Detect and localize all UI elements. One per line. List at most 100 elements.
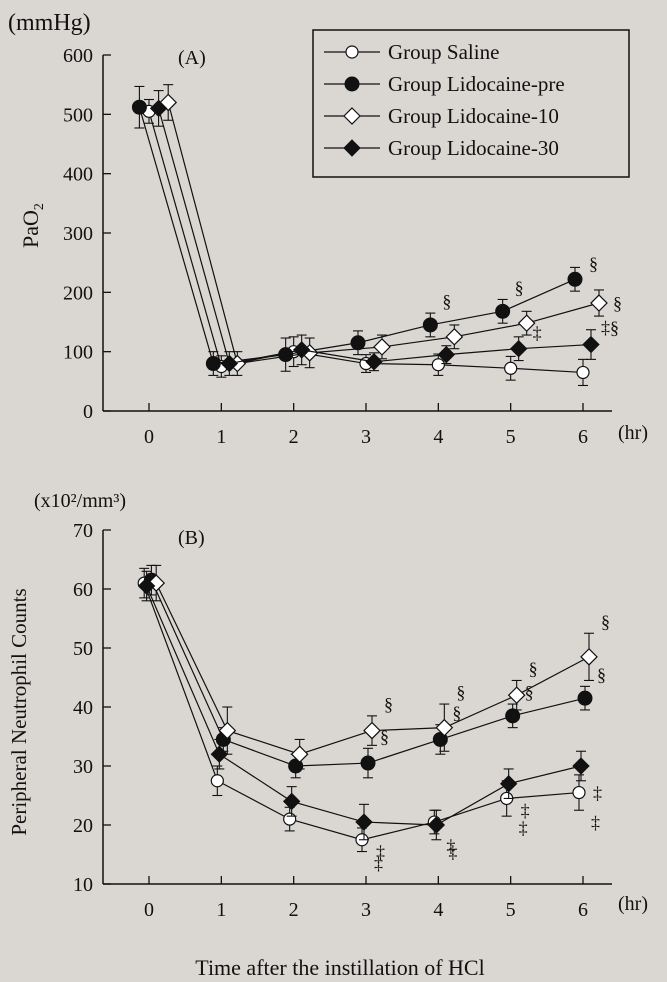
panel-b-point-group-lidocaine-10	[363, 721, 381, 740]
legend-item-lidocaine-pre: Group Lidocaine-pre	[324, 72, 565, 96]
panel-a-y-tick-label: 100	[63, 342, 93, 364]
legend-box	[312, 29, 630, 178]
panel-b-point-group-lidocaine-30	[282, 792, 301, 811]
panel-a-significance-annotation: ‡§	[601, 318, 619, 338]
panel-b-x-tick-label: 5	[506, 899, 516, 921]
legend-marker-filled-circle	[344, 76, 360, 92]
panel-b-y-tick-label: 30	[73, 756, 93, 778]
panel-b-significance-annotation: ‡	[593, 783, 602, 803]
panel-a-plot: 0 100 200 300 400 500 600 0 1 2 3 4 5 6 § § § § ‡ ‡§	[63, 45, 622, 448]
panel-a-x-tick-label: 0	[144, 426, 154, 448]
panel-a-significance-annotation: §	[589, 253, 598, 273]
panel-b-x-tick-label: 3	[361, 899, 371, 921]
panel-b-point-group-saline	[283, 812, 297, 826]
legend-label-lidocaine-30: Group Lidocaine-30	[388, 136, 559, 160]
panel-b-y-tick-label: 50	[73, 638, 93, 660]
panel-a-point-group-lidocaine-pre	[350, 335, 366, 351]
panel-b-point-group-lidocaine-10	[290, 745, 309, 764]
panel-a-point-group-lidocaine-pre	[567, 271, 583, 287]
panel-b-significance-annotation: §	[380, 726, 389, 746]
legend-marker-open-circle	[345, 45, 359, 59]
panel-b-point-group-lidocaine-10	[218, 721, 237, 740]
panel-b-significance-annotation: ‡	[376, 842, 385, 862]
panel-b-significance-annotation: ‡	[446, 836, 455, 856]
legend-item-lidocaine-10: Group Lidocaine-10	[324, 104, 559, 128]
panel-b-point-group-lidocaine-30	[572, 757, 590, 775]
panel-b-x-tick-label: 6	[578, 899, 588, 921]
panel-b-y-tick-label: 40	[73, 697, 93, 719]
panel-b-x-tick-label: 1	[216, 899, 226, 921]
panel-a-x-tick-label: 1	[216, 426, 226, 448]
panel-a-point-group-lidocaine-30	[509, 339, 528, 358]
panel-a-point-group-lidocaine-30	[437, 345, 456, 364]
legend-item-saline: Group Saline	[324, 40, 499, 64]
panel-a-point-group-lidocaine-pre	[131, 99, 147, 115]
panel-a-x-tick-label: 3	[361, 426, 371, 448]
panel-b-y-tick-label: 70	[73, 520, 93, 542]
panel-a-label: (A)	[178, 47, 206, 69]
panel-b-point-group-lidocaine-pre	[360, 755, 376, 771]
panel-a-x-unit: (hr)	[618, 422, 648, 444]
panel-b-x-tick-label: 4	[433, 899, 443, 921]
panel-a-point-group-saline	[576, 365, 590, 380]
legend-marker-open-diamond	[343, 107, 361, 125]
panel-b-significance-annotation: ‡	[591, 812, 600, 832]
panel-a-point-group-lidocaine-10	[373, 338, 391, 356]
panel-b-point-group-lidocaine-30	[355, 813, 373, 831]
panel-b-significance-annotation: §	[452, 703, 461, 723]
legend: Group Saline Group Lidocaine-pre Group L…	[312, 29, 630, 178]
panel-b-point-group-lidocaine-10	[507, 686, 526, 705]
panel-b-significance-annotation: §	[529, 658, 538, 678]
legend-marker-filled-diamond	[343, 139, 361, 157]
panel-b-point-group-lidocaine-10	[435, 718, 454, 737]
panel-a-point-group-lidocaine-10	[590, 294, 608, 312]
panel-b-point-group-lidocaine-30	[137, 577, 156, 595]
panel-b-significance-annotation: §	[597, 664, 606, 684]
panel-a-point-group-lidocaine-30	[220, 354, 239, 373]
panel-b-point-group-lidocaine-30	[427, 816, 446, 834]
panel-b-point-group-lidocaine-30	[210, 745, 229, 763]
legend-label-saline: Group Saline	[388, 40, 499, 64]
panel-b-unit-label: (x10²/mm³)	[34, 490, 126, 512]
panel-b-significance-annotation: §	[384, 694, 393, 714]
panel-a-significance-annotation: §	[442, 291, 451, 311]
panel-b-point-group-lidocaine-10	[580, 648, 598, 666]
panel-a-series-group-lidocaine-pre: § § §	[131, 85, 598, 376]
legend-label-lidocaine-10: Group Lidocaine-10	[388, 104, 559, 128]
panel-a-x-tick-label: 6	[578, 426, 588, 448]
panel-b-significance-annotation: ‡	[448, 842, 457, 862]
panel-a-y-tick-label: 300	[63, 223, 93, 245]
panel-a-x-tick-label: 2	[289, 426, 299, 448]
panel-a-series-group-lidocaine-30: ‡ ‡§	[149, 90, 619, 376]
panel-a-significance-annotation: §	[515, 277, 524, 297]
panel-b-y-tick-label: 60	[73, 579, 93, 601]
panel-a-y-tick-label: 500	[63, 104, 93, 126]
panel-a-point-group-lidocaine-pre	[278, 347, 294, 363]
panel-b-significance-annotation: ‡	[521, 800, 530, 820]
panel-a-point-group-lidocaine-30	[365, 353, 383, 371]
panel-a-y-tick-label: 0	[83, 401, 93, 423]
panel-b-significance-annotation: ‡	[519, 818, 528, 838]
panel-a-unit-label: (mmHg)	[8, 10, 91, 36]
panel-a-point-group-lidocaine-pre	[205, 356, 221, 372]
panel-a-point-group-lidocaine-pre	[422, 317, 438, 333]
panel-a-x-tick-label: 4	[433, 426, 443, 448]
panel-a-point-group-lidocaine-10	[517, 314, 536, 333]
panel-a-y-tick-label: 600	[63, 45, 93, 67]
panel-b-point-group-saline	[210, 774, 224, 788]
panel-b-x-tick-label: 2	[289, 899, 299, 921]
panel-a-point-group-saline	[504, 361, 518, 375]
panel-b-x-unit: (hr)	[618, 893, 648, 915]
panel-b-significance-annotation: ‡	[374, 854, 383, 874]
legend-item-lidocaine-30: Group Lidocaine-30	[324, 136, 559, 160]
panel-a-x-tick-label: 5	[506, 426, 516, 448]
panel-b-y-tick-label: 10	[73, 874, 93, 896]
panel-a-y-tick-label: 400	[63, 164, 93, 186]
panel-a-point-group-lidocaine-pre	[495, 303, 511, 319]
panel-a-point-group-lidocaine-30	[149, 99, 168, 118]
panel-a-point-group-lidocaine-30	[292, 341, 311, 359]
panel-b-point-group-lidocaine-pre	[577, 690, 593, 706]
